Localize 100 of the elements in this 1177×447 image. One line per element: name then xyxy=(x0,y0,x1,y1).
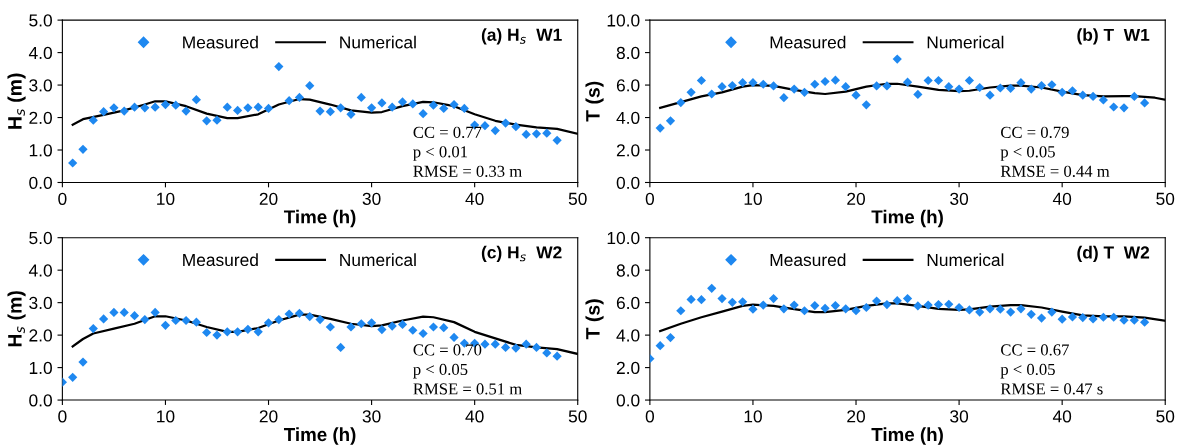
point xyxy=(995,83,1005,93)
point xyxy=(294,92,305,103)
annotation: p < 0.05 xyxy=(1000,146,1055,161)
y-tick-label: 2.0 xyxy=(616,361,640,375)
point xyxy=(944,299,954,309)
point xyxy=(109,103,119,113)
point xyxy=(459,103,469,114)
point xyxy=(902,77,913,87)
point xyxy=(140,314,150,325)
point xyxy=(129,102,140,112)
point xyxy=(160,320,171,330)
point xyxy=(366,318,377,328)
x-tick-label: 30 xyxy=(362,192,381,205)
x-axis-title: Time (h) xyxy=(283,209,356,228)
point xyxy=(428,100,439,110)
point xyxy=(542,128,552,138)
point xyxy=(913,89,923,100)
point xyxy=(1057,87,1067,97)
y-tick-label: 4.0 xyxy=(28,46,52,60)
x-axis-title: Time (h) xyxy=(871,209,943,228)
point xyxy=(356,92,366,103)
point xyxy=(274,61,284,72)
point xyxy=(799,306,810,316)
x-tick-label: 40 xyxy=(1052,410,1072,423)
point xyxy=(202,116,212,126)
point xyxy=(995,304,1005,314)
point xyxy=(665,332,676,343)
point xyxy=(841,304,851,314)
annotation: p < 0.05 xyxy=(413,363,468,379)
point xyxy=(985,304,995,314)
point xyxy=(99,314,109,324)
point xyxy=(676,306,686,316)
legend-label: Measured xyxy=(770,35,846,49)
x-tick-label: 10 xyxy=(744,192,762,205)
x-tick-label: 20 xyxy=(847,410,865,423)
point xyxy=(366,103,377,113)
point xyxy=(418,109,428,119)
point xyxy=(1067,312,1078,322)
point xyxy=(521,339,531,349)
point xyxy=(758,79,768,89)
point xyxy=(1036,313,1047,323)
chart-title: (b) T W1 xyxy=(1077,28,1150,45)
point xyxy=(727,80,737,91)
point xyxy=(336,103,346,113)
legend-label: Measured xyxy=(183,253,258,267)
legend-label: Numerical xyxy=(340,253,416,267)
y-tick-label: 10.0 xyxy=(607,231,640,245)
point xyxy=(171,315,181,326)
y-axis-title: H$_{s}$ (m) xyxy=(7,73,26,129)
point xyxy=(964,305,974,315)
point xyxy=(1088,314,1098,324)
point xyxy=(552,351,562,361)
point xyxy=(738,78,748,88)
annotation: RMSE = 0.47 s xyxy=(1000,383,1103,395)
chart-title: (d) T W2 xyxy=(1077,245,1150,263)
point xyxy=(975,82,985,93)
point xyxy=(789,84,799,94)
point xyxy=(1006,83,1016,93)
y-tick-label: 4.0 xyxy=(616,111,640,124)
point xyxy=(707,283,717,293)
point xyxy=(655,123,665,133)
point xyxy=(408,325,418,335)
point xyxy=(665,116,676,126)
point xyxy=(861,100,871,110)
y-tick-label: 2.0 xyxy=(616,144,640,157)
y-tick-label: 2.0 xyxy=(29,329,52,342)
y-tick-label: 3.0 xyxy=(29,296,52,310)
point xyxy=(975,307,985,317)
point xyxy=(263,103,274,114)
x-tick-label: 0 xyxy=(645,192,655,205)
point xyxy=(500,342,511,353)
point xyxy=(872,81,882,91)
point xyxy=(387,102,397,112)
y-tick-label: 5.0 xyxy=(29,14,52,27)
x-tick-label: 50 xyxy=(568,410,587,423)
point xyxy=(1078,312,1088,323)
y-axis-title: T (s) xyxy=(585,81,604,122)
point xyxy=(1057,314,1067,324)
point xyxy=(933,75,944,86)
point xyxy=(748,78,758,88)
point xyxy=(686,87,696,97)
point xyxy=(820,76,830,87)
point xyxy=(119,307,129,317)
point xyxy=(1078,90,1088,100)
point xyxy=(88,115,98,125)
point xyxy=(748,304,758,314)
x-tick-label: 0 xyxy=(58,192,67,205)
x-tick-label: 0 xyxy=(58,410,67,423)
point xyxy=(830,75,841,85)
y-tick-label: 4.0 xyxy=(28,264,52,277)
point xyxy=(449,99,459,110)
point xyxy=(985,90,995,100)
point xyxy=(222,327,232,337)
point xyxy=(1047,80,1057,90)
point xyxy=(181,106,191,116)
chart-title: (c) H$_{s}$ W2 xyxy=(481,245,562,262)
y-tick-label: 8.0 xyxy=(616,264,640,277)
point xyxy=(356,319,366,329)
point xyxy=(325,107,335,117)
x-tick-label: 40 xyxy=(465,192,484,205)
